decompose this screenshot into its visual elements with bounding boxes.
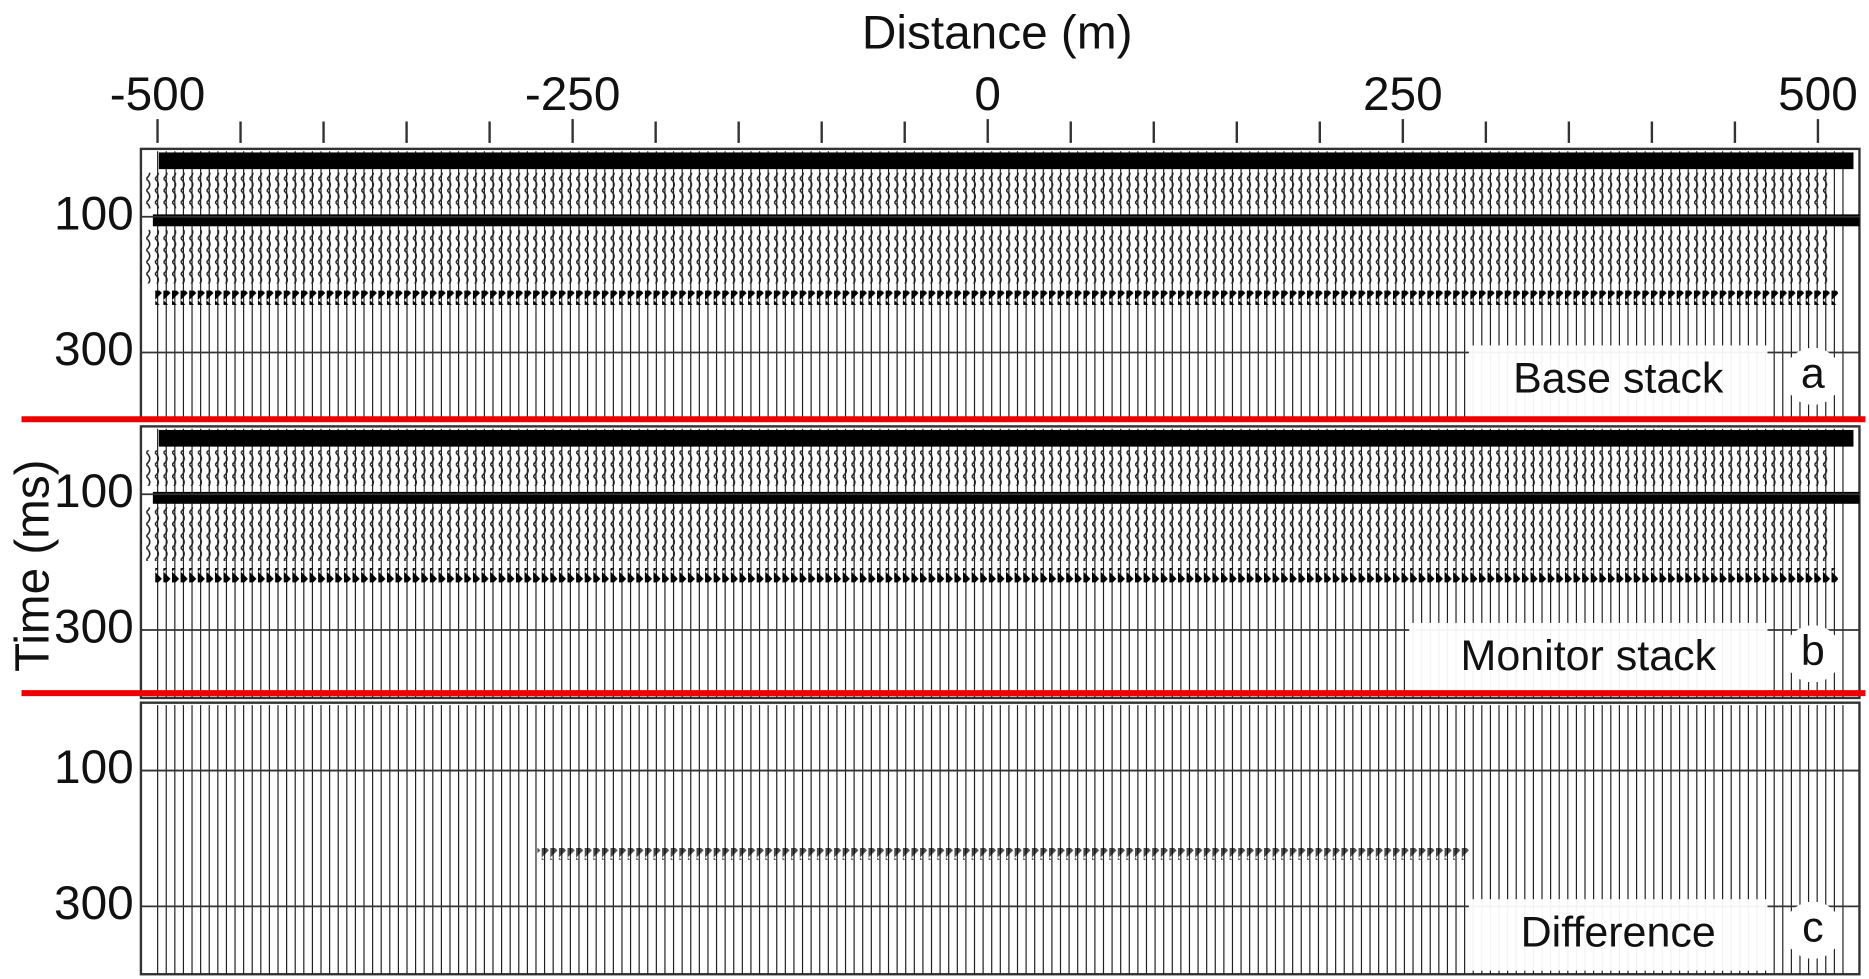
reflector-wiggle — [141, 230, 1830, 284]
x-tick-label: -500 — [110, 68, 206, 121]
panel: 100 300 Difference c — [48, 703, 1860, 975]
x-axis-title: Distance (m) — [862, 6, 1133, 59]
y-tick-label: 300 — [54, 877, 134, 930]
reflector — [155, 291, 1838, 305]
reflector-wiggle — [141, 450, 1830, 486]
x-tick-label: 0 — [974, 68, 1001, 121]
x-tick-label: -250 — [525, 68, 621, 121]
page: {"chart_data": [ {"type": "wiggle", "tit… — [0, 0, 1869, 979]
y-tick-label: 100 — [54, 465, 134, 518]
panel-letter: c — [1802, 904, 1823, 952]
panel-title: Base stack — [1513, 354, 1724, 402]
figure: Distance (m) -500 -250 0 250 500 100 300 Base s… — [0, 0, 1869, 979]
reflector — [159, 152, 1854, 169]
panel-title: Monitor stack — [1461, 632, 1717, 680]
x-tick-label: 250 — [1363, 68, 1443, 121]
panel-letter: a — [1801, 350, 1825, 398]
panel: 100 300 Monitor stack b — [48, 426, 1860, 698]
reflector-wiggle — [141, 507, 1830, 561]
x-tick-label: 500 — [1778, 68, 1858, 121]
reflector-wiggle — [141, 173, 1830, 209]
panel-letter: b — [1801, 627, 1825, 675]
reflector — [159, 430, 1854, 447]
y-tick-label: 300 — [54, 323, 134, 376]
difference-event — [537, 848, 1469, 860]
y-tick-label: 300 — [54, 601, 134, 654]
reflector — [155, 568, 1838, 582]
panel: 100 300 Base stack a — [48, 149, 1860, 421]
y-axis-title: Time (ms) — [6, 459, 59, 671]
y-tick-label: 100 — [54, 741, 134, 794]
y-tick-label: 100 — [54, 187, 134, 240]
panel-title: Difference — [1521, 908, 1716, 956]
